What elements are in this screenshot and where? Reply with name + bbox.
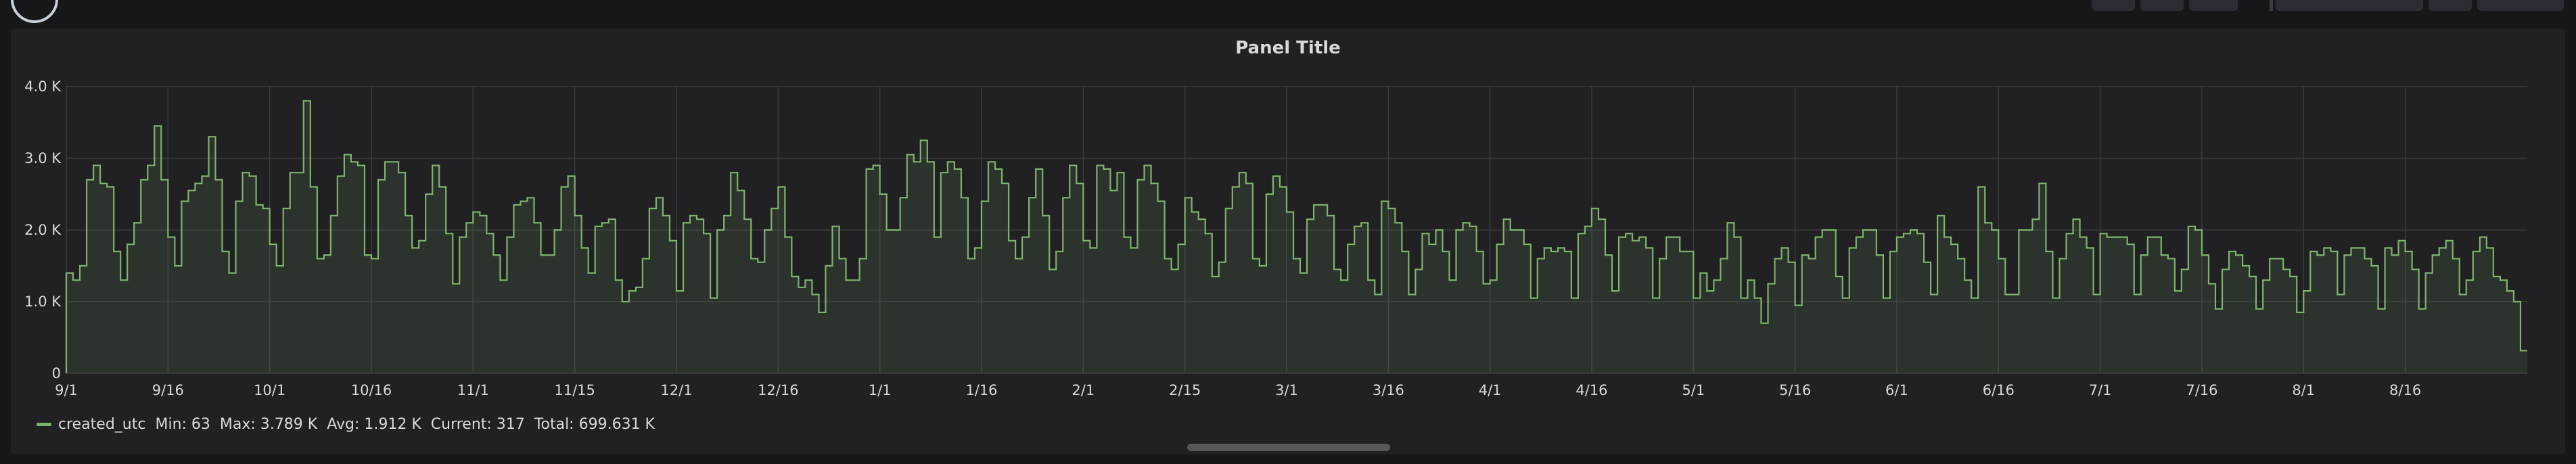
toolbar-button[interactable]	[2189, 0, 2238, 11]
legend-min: Min: 63	[155, 415, 210, 433]
x-tick-label: 12/16	[758, 382, 799, 398]
graph-panel: Panel Title 0 1.0 K 2.0 K 3.0 K 4.0 K 9/1 9/16…	[11, 28, 2565, 455]
x-tick-label: 5/16	[1779, 382, 1811, 398]
legend-series-label[interactable]: created_utc	[58, 415, 146, 433]
top-toolbar	[0, 0, 2576, 27]
x-tick-label: 7/16	[2186, 382, 2217, 398]
x-tick-label: 2/1	[1072, 382, 1095, 398]
y-tick-label: 1.0 K	[24, 294, 62, 310]
x-tick-label: 12/1	[660, 382, 692, 398]
toolbar-separator	[2270, 0, 2273, 11]
x-tick-label: 2/15	[1169, 382, 1201, 398]
time-series-chart[interactable]: 0 1.0 K 2.0 K 3.0 K 4.0 K 9/1 9/16 10/1 10/16 11/…	[11, 28, 2565, 455]
x-tick-label: 10/16	[351, 382, 392, 398]
x-tick-label: 8/16	[2389, 382, 2421, 398]
legend: created_utc Min: 63 Max: 3.789 K Avg: 1.…	[37, 414, 664, 434]
x-tick-label: 9/16	[152, 382, 184, 398]
y-tick-label: 4.0 K	[24, 78, 62, 95]
grafana-logo-icon[interactable]	[11, 0, 58, 23]
y-tick-label: 2.0 K	[24, 222, 62, 238]
x-tick-label: 9/1	[55, 382, 78, 398]
toolbar-button[interactable]	[2092, 0, 2135, 11]
legend-max: Max: 3.789 K	[219, 415, 318, 433]
time-picker-button[interactable]	[2276, 0, 2423, 11]
x-tick-label: 8/1	[2292, 382, 2315, 398]
x-tick-label: 10/1	[254, 382, 285, 398]
x-tick-label: 4/1	[1479, 382, 1502, 398]
x-tick-label: 4/16	[1576, 382, 1607, 398]
x-tick-label: 7/1	[2089, 382, 2112, 398]
horizontal-scrollbar[interactable]	[1187, 444, 1390, 451]
legend-current: Current: 317	[430, 415, 525, 433]
x-tick-label: 1/16	[965, 382, 997, 398]
series-line	[65, 100, 2527, 373]
refresh-button[interactable]	[2477, 0, 2564, 11]
panel-title[interactable]: Panel Title	[1235, 38, 1341, 58]
series-area-fill	[66, 101, 2527, 373]
x-tick-label: 3/16	[1373, 382, 1404, 398]
toolbar-button[interactable]	[2140, 0, 2184, 11]
x-tick-label: 6/16	[1983, 382, 2015, 398]
legend-total: Total: 699.631 K	[534, 415, 655, 433]
y-tick-label: 0	[52, 365, 61, 381]
y-tick-label: 3.0 K	[24, 150, 62, 166]
zoom-out-button[interactable]	[2429, 0, 2472, 11]
x-tick-label: 11/1	[457, 382, 489, 398]
x-tick-label: 11/15	[554, 382, 595, 398]
x-tick-label: 1/1	[869, 382, 892, 398]
legend-series-swatch[interactable]	[37, 422, 51, 426]
x-tick-label: 3/1	[1275, 382, 1298, 398]
x-tick-label: 5/1	[1682, 382, 1705, 398]
x-tick-label: 6/1	[1885, 382, 1908, 398]
legend-avg: Avg: 1.912 K	[327, 415, 421, 433]
